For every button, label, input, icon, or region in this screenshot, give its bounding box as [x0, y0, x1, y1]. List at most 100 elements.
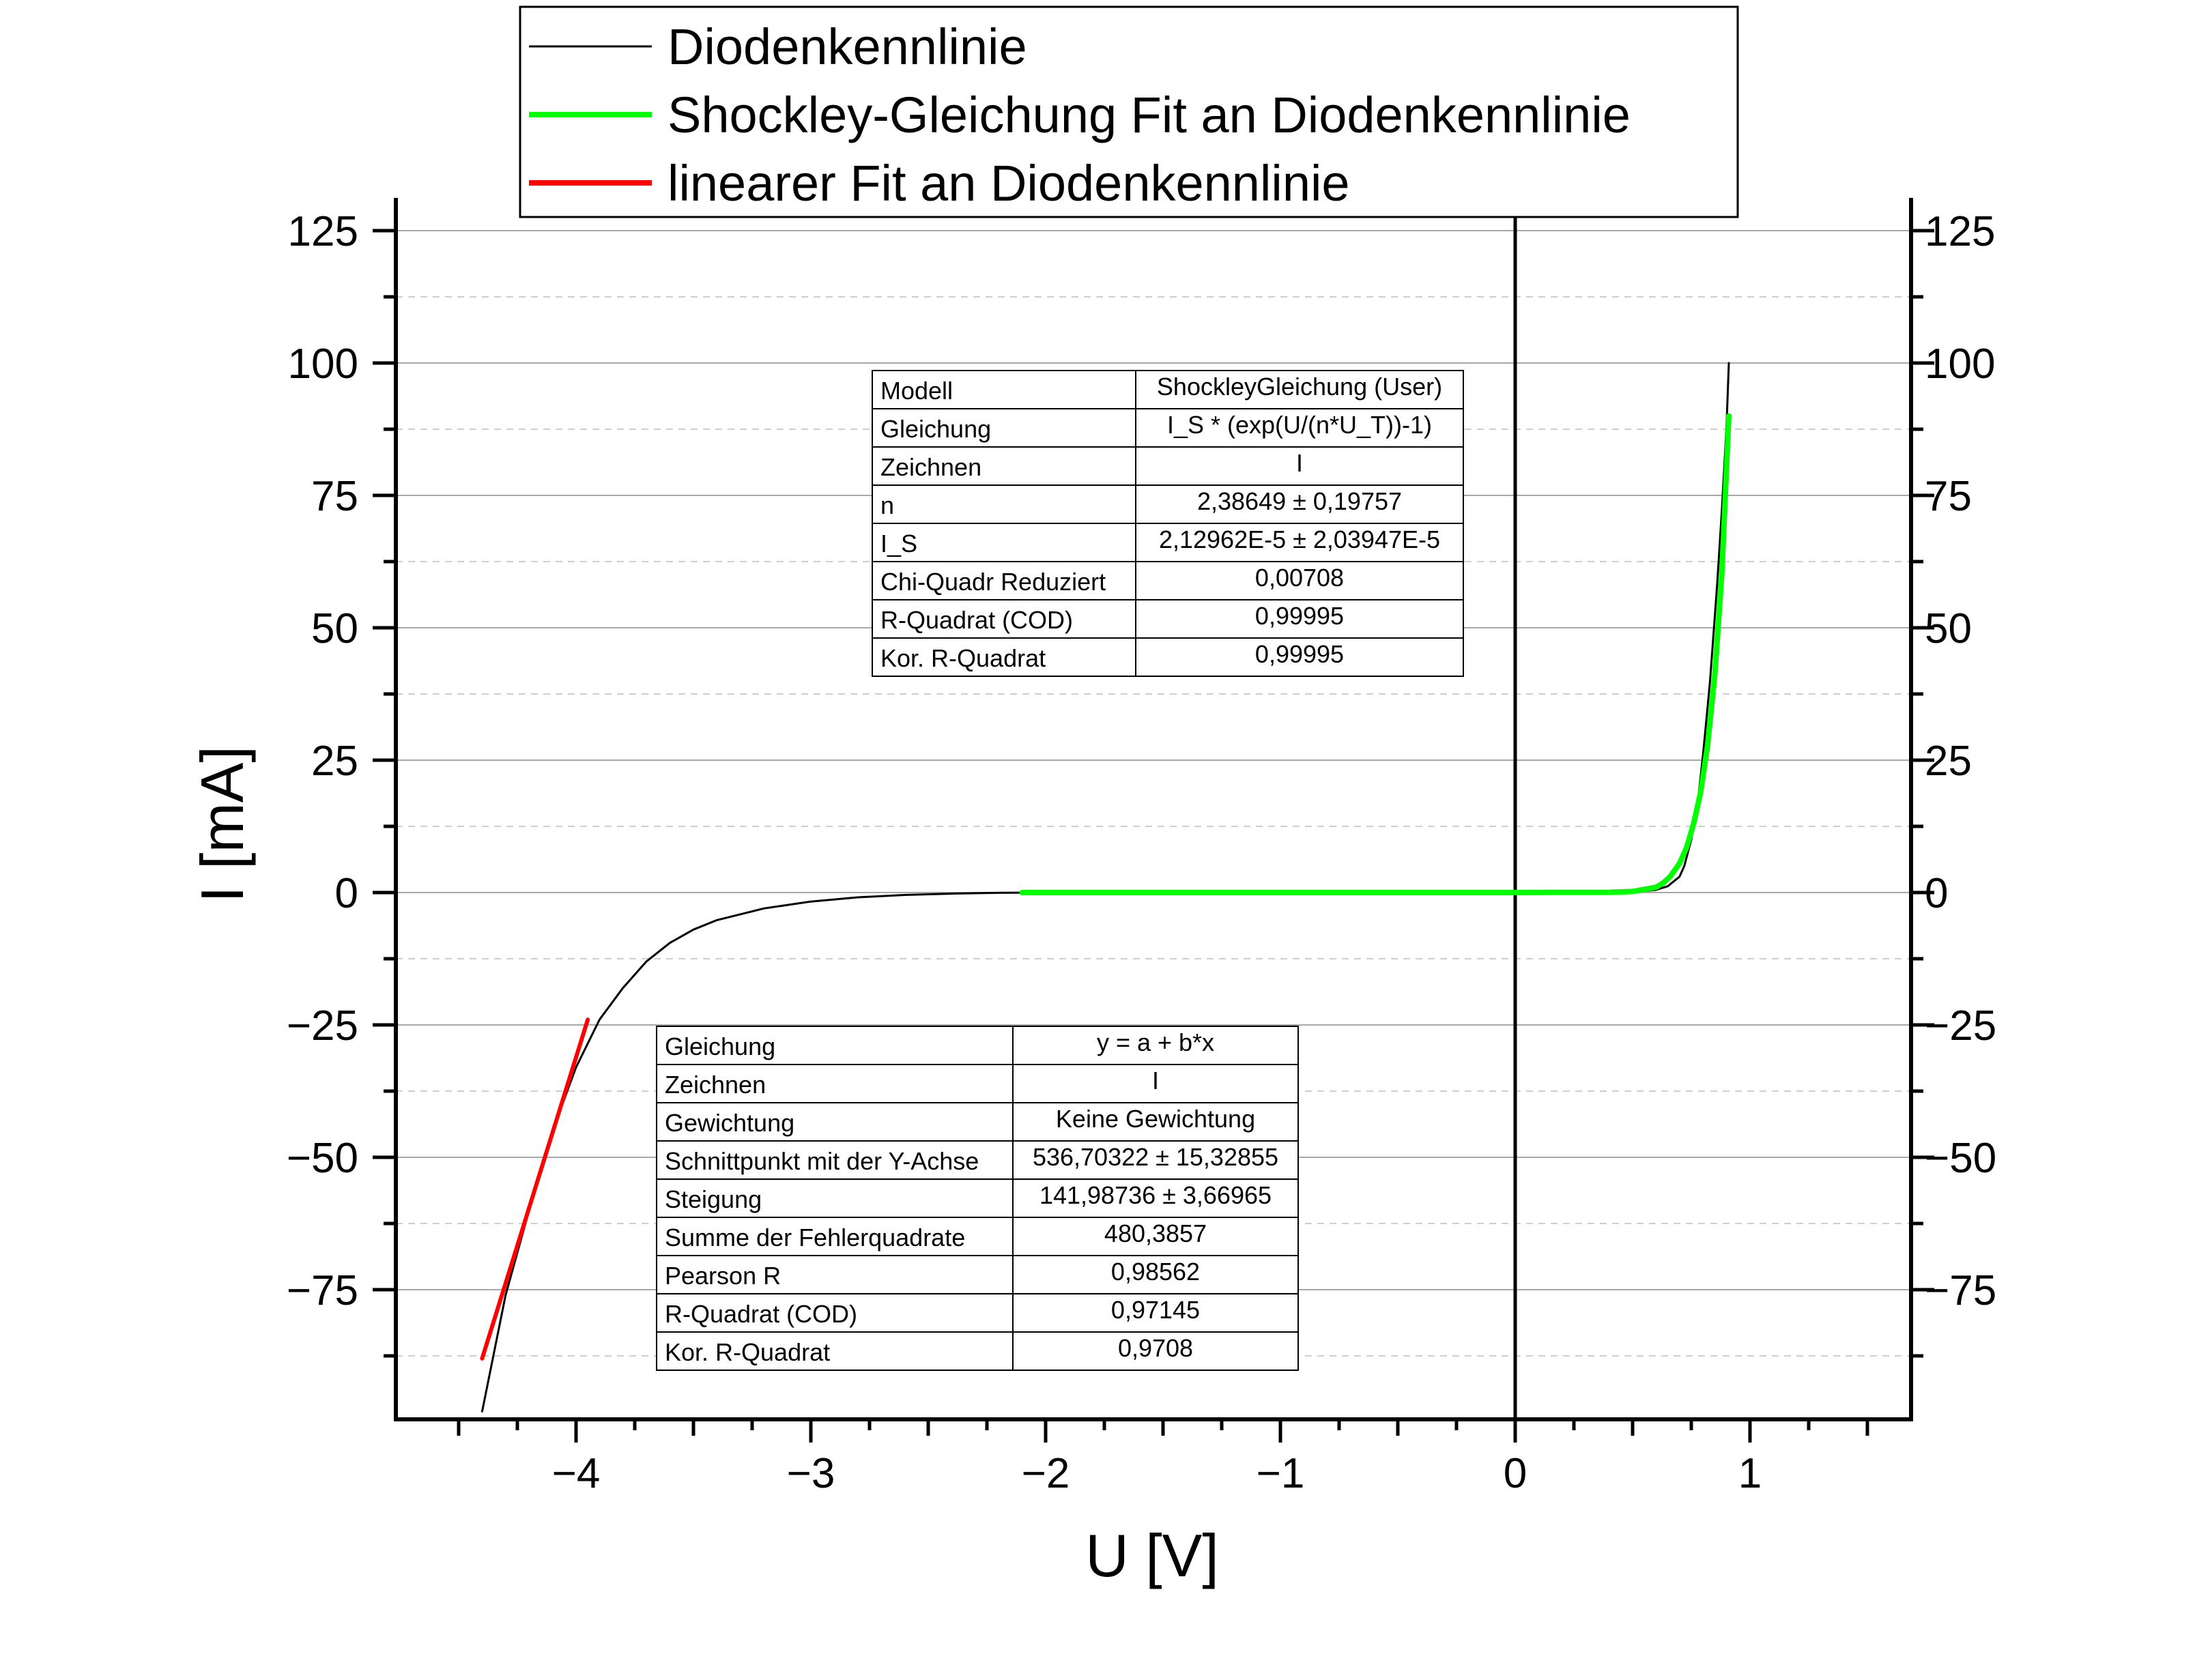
legend-label: linearer Fit an Diodenkennlinie	[668, 155, 1350, 212]
y-tick-label-right: 25	[1925, 738, 1972, 785]
shockley-fit-line	[1019, 413, 1732, 895]
linear-fit-results-table: Gleichung y = a + b*x Zeichnen I Gewichtung K…	[656, 1026, 1299, 1371]
table-value: ShockleyGleichung (User)	[1157, 373, 1442, 401]
table-cell	[656, 1331, 1014, 1371]
legend-label: Shockley-Gleichung Fit an Diodenkennlini…	[668, 87, 1631, 143]
y-tick-label-right: 125	[1925, 208, 1995, 255]
y-tick-label-right: −75	[1925, 1267, 1996, 1314]
table-cell	[656, 1140, 1014, 1180]
table-cell	[872, 370, 1136, 409]
table-key: Gleichung	[880, 415, 991, 443]
table-cell	[1012, 1217, 1299, 1256]
table-value: 0,99995	[1255, 602, 1344, 630]
x-tick-label: −1	[1257, 1450, 1305, 1497]
x-tick-label: 1	[1738, 1450, 1762, 1497]
table-cell	[656, 1178, 1014, 1218]
table-value: I	[1296, 449, 1303, 477]
y-tick-label: 25	[311, 738, 358, 785]
table-key: Steigung	[665, 1185, 762, 1213]
table-cell	[872, 484, 1136, 524]
table-value: 0,99995	[1255, 640, 1344, 668]
table-cell	[1135, 599, 1464, 639]
table-cell	[872, 446, 1136, 486]
y-tick-label: −50	[287, 1135, 358, 1182]
legend: Diodenkennlinie Shockley-Gleichung Fit an…	[519, 5, 1739, 218]
table-cell	[656, 1217, 1014, 1256]
y-tick-label-right: −25	[1925, 1002, 1996, 1049]
shockley-fit-results-table: Modell ShockleyGleichung (User) Gleichung I…	[872, 370, 1464, 677]
table-cell	[872, 408, 1136, 448]
axes	[373, 198, 1934, 1443]
table-cell	[1135, 446, 1464, 486]
y-tick-label: 75	[311, 473, 358, 520]
table-value: 536,70322 ± 15,32855	[1033, 1143, 1278, 1171]
table-key: Zeichnen	[880, 453, 981, 481]
table-cell	[1135, 523, 1464, 562]
table-key: Gleichung	[665, 1032, 775, 1060]
table-key: n	[880, 491, 894, 519]
table-cell	[1012, 1331, 1299, 1371]
y-tick-label: −75	[287, 1267, 358, 1314]
table-cell	[1135, 561, 1464, 600]
table-key: Summe der Fehlerquadrate	[665, 1223, 965, 1251]
table-key: I_S	[880, 530, 917, 557]
table-key: Pearson R	[665, 1262, 781, 1290]
y-axis-title: I [mA]	[188, 746, 256, 903]
table-key: R-Quadrat (COD)	[665, 1300, 857, 1328]
legend-label: Diodenkennlinie	[668, 18, 1027, 75]
y-tick-label-right: 0	[1925, 870, 1948, 917]
x-tick-label: −3	[787, 1450, 835, 1497]
linear-fit-line	[480, 1017, 590, 1361]
table-value: 480,3857	[1104, 1219, 1207, 1247]
table-cell	[1135, 484, 1464, 524]
table-cell	[1135, 408, 1464, 448]
x-tick-label: −2	[1022, 1450, 1070, 1497]
table-value: 0,97145	[1111, 1296, 1200, 1324]
legend-box	[519, 5, 1739, 218]
table-cell	[1012, 1064, 1299, 1103]
table-cell	[656, 1102, 1014, 1142]
table-value: 2,38649 ± 0,19757	[1197, 487, 1402, 515]
y-tick-label-right: 50	[1925, 605, 1972, 652]
table-key: Kor. R-Quadrat	[665, 1338, 830, 1366]
y-tick-label-right: 75	[1925, 473, 1972, 520]
table-cell	[1135, 637, 1464, 677]
table-cell	[656, 1293, 1014, 1333]
x-tick-label: 0	[1504, 1450, 1527, 1497]
table-value: 0,9708	[1118, 1334, 1193, 1362]
table-key: Modell	[880, 377, 953, 405]
y-tick-label: −25	[287, 1002, 358, 1049]
table-value: Keine Gewichtung	[1056, 1105, 1255, 1133]
y-tick-label: 125	[288, 208, 358, 255]
y-tick-label: 50	[311, 605, 358, 652]
table-cell	[1012, 1026, 1299, 1065]
y-tick-label: 100	[288, 341, 358, 388]
table-value: 0,00708	[1255, 564, 1344, 592]
tick-labels: 125 125 100 100 75 75 50 50 25 25 0 0 −25 −25 −50 −50 −7…	[287, 208, 1996, 1497]
table-cell	[656, 1255, 1014, 1294]
table-key: Zeichnen	[665, 1071, 766, 1099]
table-cell	[872, 637, 1136, 677]
x-tick-label: −4	[552, 1450, 601, 1497]
data-series	[480, 362, 1732, 1413]
y-tick-label: 0	[335, 870, 358, 917]
table-value: 0,98562	[1111, 1258, 1200, 1286]
table-value: 2,12962E-5 ± 2,03947E-5	[1159, 525, 1440, 553]
y-tick-label-right: 100	[1925, 341, 1995, 388]
table-value: I_S * (exp(U/(n*U_T))-1)	[1167, 411, 1432, 439]
table-cell	[1012, 1140, 1299, 1180]
y-tick-label-right: −50	[1925, 1135, 1996, 1182]
table-cell	[656, 1064, 1014, 1103]
table-value: y = a + b*x	[1097, 1028, 1214, 1056]
table-key: Gewichtung	[665, 1109, 794, 1137]
table-key: Chi-Quadr Reduziert	[880, 568, 1106, 596]
table-cell	[1012, 1255, 1299, 1294]
table-value: 141,98736 ± 3,66965	[1039, 1181, 1272, 1209]
table-key: Kor. R-Quadrat	[880, 644, 1046, 672]
table-value: I	[1152, 1067, 1159, 1095]
table-key: Schnittpunkt mit der Y-Achse	[665, 1147, 979, 1175]
table-cell	[1012, 1178, 1299, 1218]
table-key: R-Quadrat (COD)	[880, 606, 1073, 634]
